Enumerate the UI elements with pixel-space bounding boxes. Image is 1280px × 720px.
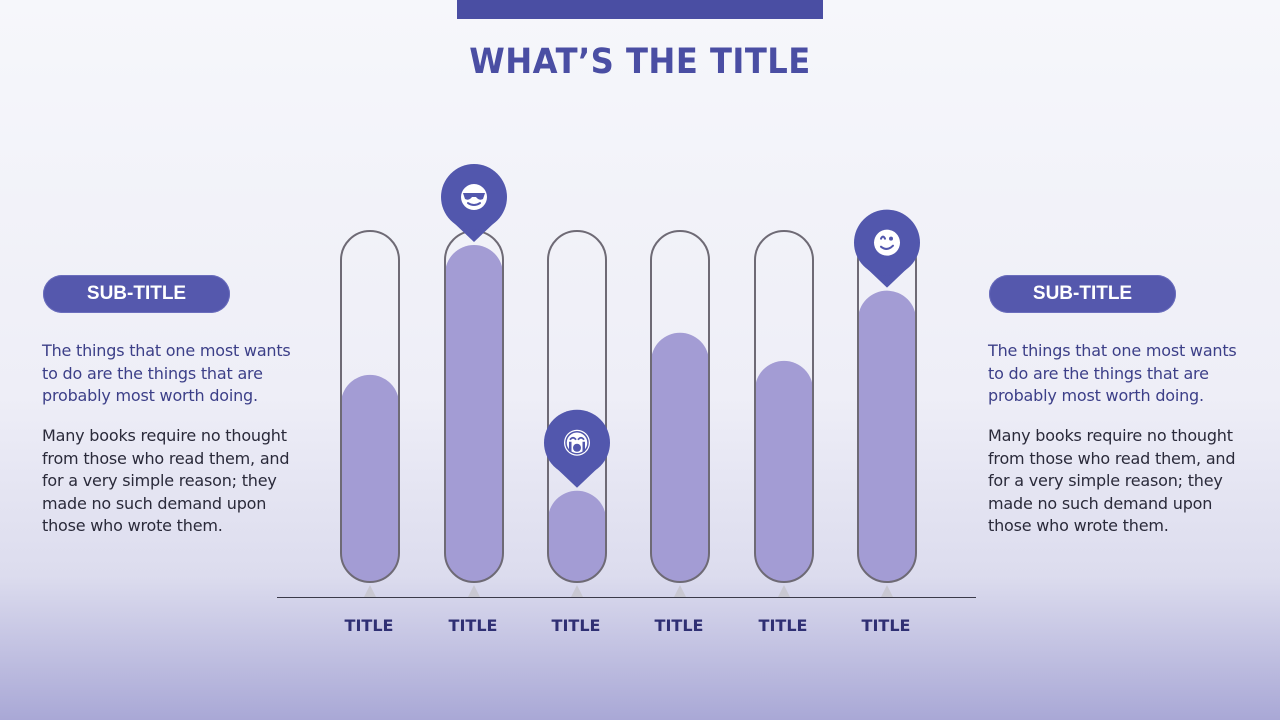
sunglasses-face-icon — [461, 184, 487, 211]
bar-capsule-1 — [340, 230, 400, 583]
category-label-4: TITLE — [655, 616, 704, 635]
bar-fill-5 — [755, 360, 813, 582]
right-paragraph-1: The things that one most wants to do are… — [988, 341, 1237, 405]
bar-capsule-5 — [754, 230, 814, 583]
header-accent-bar — [457, 0, 823, 19]
bar-pointer-3 — [571, 585, 583, 597]
bar-pointer-6 — [881, 585, 893, 597]
marker-pin-3 — [544, 409, 610, 488]
bar-fill-2 — [445, 245, 503, 582]
winking-face-icon — [874, 229, 900, 256]
page-title: WHAT’S THE TITLE — [469, 42, 811, 82]
left-subtitle-pill: SUB-TITLE — [43, 275, 230, 313]
bar-pointer-2 — [468, 585, 480, 597]
bar-pointer-4 — [674, 585, 686, 597]
marker-pin-6 — [854, 209, 920, 288]
left-paragraph-2: Many books require no thought from those… — [42, 426, 290, 535]
bar-fill-3 — [548, 490, 606, 582]
bar-capsule-4 — [650, 230, 710, 583]
right-paragraph-2: Many books require no thought from those… — [988, 426, 1236, 535]
marker-pin-2 — [441, 164, 507, 243]
category-label-5: TITLE — [759, 616, 808, 635]
bar-fill-4 — [651, 332, 709, 582]
bar-fill-6 — [858, 290, 916, 582]
category-label-1: TITLE — [345, 616, 394, 635]
left-paragraph-1: The things that one most wants to do are… — [42, 341, 291, 405]
category-label-3: TITLE — [552, 616, 601, 635]
bar-capsule-3 — [547, 230, 607, 583]
right-subtitle-pill: SUB-TITLE — [989, 275, 1176, 313]
bar-pointer-5 — [778, 585, 790, 597]
crying-face-icon — [564, 429, 590, 456]
category-label-2: TITLE — [449, 616, 498, 635]
bar-pointer-1 — [364, 585, 376, 597]
category-label-6: TITLE — [862, 616, 911, 635]
bar-fill-1 — [341, 374, 399, 582]
